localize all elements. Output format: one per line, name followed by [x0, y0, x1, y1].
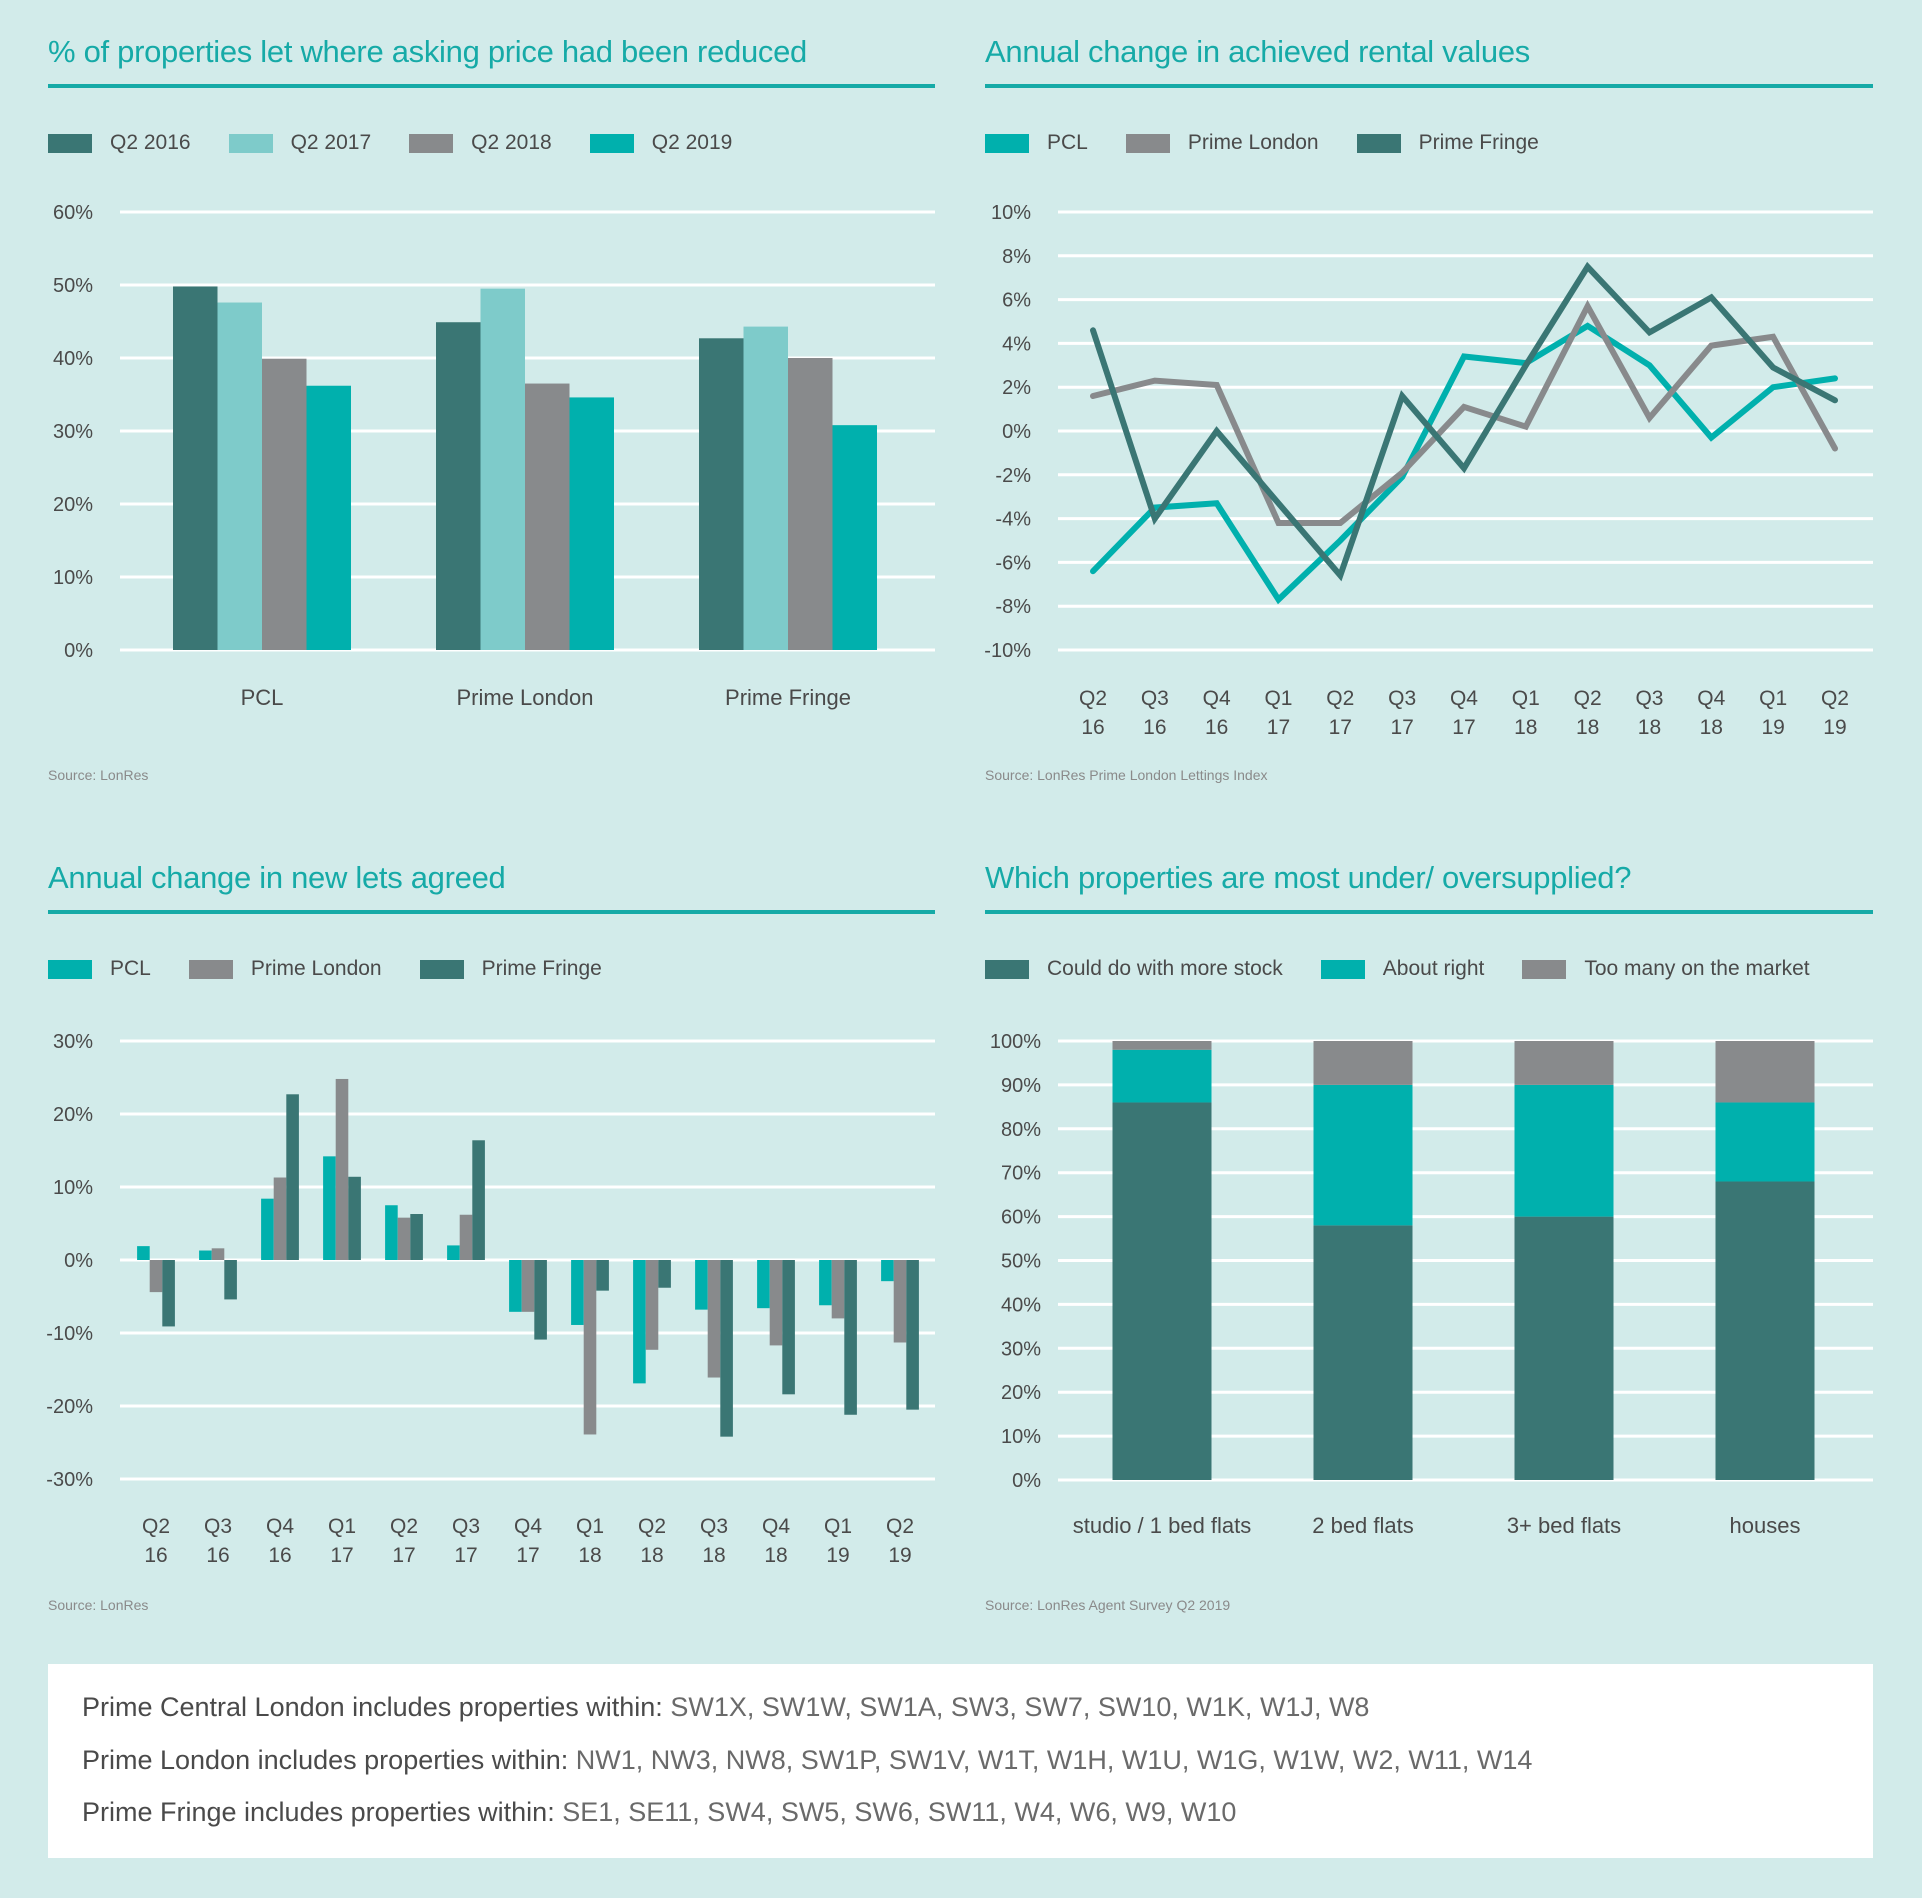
- source-note: Source: LonRes Agent Survey Q2 2019: [985, 1597, 1231, 1613]
- legend-label: PCL: [110, 957, 151, 980]
- legend-swatch: [1125, 133, 1170, 153]
- legend: PCL Prime London Prime Fringe: [985, 131, 1577, 155]
- legend-item: PCL: [48, 957, 151, 981]
- source-note: Source: LonRes Prime London Lettings Ind…: [985, 767, 1268, 783]
- footer-lead: Prime London includes properties within:: [82, 1745, 569, 1775]
- legend-label: Prime London: [250, 957, 382, 980]
- panel-supply: Which properties are most under/ oversup…: [985, 826, 1873, 1626]
- legend-label: Q2 2017: [290, 131, 372, 154]
- panel-price-reduced: % of properties let where asking price h…: [48, 0, 935, 800]
- footer-lead: Prime Central London includes properties…: [82, 1692, 663, 1722]
- chart-title: Annual change in achieved rental values: [985, 34, 1530, 69]
- footer-row-prime-fringe: Prime Fringe includes properties within:…: [82, 1797, 1236, 1828]
- source-note: Source: LonRes: [48, 1597, 149, 1613]
- chart-title: Which properties are most under/ oversup…: [985, 860, 1632, 895]
- legend-label: About right: [1382, 957, 1485, 980]
- title-underline: [985, 910, 1873, 914]
- legend-label: Could do with more stock: [1047, 957, 1283, 980]
- legend-swatch: [188, 959, 233, 979]
- legend-item: Q2 2017: [228, 131, 372, 155]
- legend-label: Too many on the market: [1584, 957, 1810, 980]
- panel-new-lets: Annual change in new lets agreed PCL Prim…: [48, 826, 935, 1626]
- legend: Q2 2016 Q2 2017 Q2 2018 Q2 2019: [48, 131, 770, 155]
- chart-title: Annual change in new lets agreed: [48, 860, 506, 895]
- footer-codes: SE1, SE11, SW4, SW5, SW6, SW11, W4, W6, …: [562, 1797, 1237, 1827]
- legend-item: Q2 2018: [409, 131, 552, 155]
- legend-label: Prime Fringe: [1418, 131, 1539, 154]
- legend-item: Q2 2016: [48, 131, 191, 155]
- footer-codes: SW1X, SW1W, SW1A, SW3, SW7, SW10, W1K, W…: [670, 1692, 1370, 1722]
- legend-item: Could do with more stock: [985, 957, 1283, 981]
- legend-swatch: [985, 133, 1029, 153]
- legend-label: PCL: [1047, 131, 1088, 154]
- legend-item: Prime London: [188, 957, 382, 981]
- legend-swatch: [1356, 133, 1401, 153]
- legend-swatch: [48, 133, 92, 153]
- title-underline: [985, 84, 1873, 88]
- legend-swatch: [985, 959, 1029, 979]
- title-underline: [48, 84, 935, 88]
- legend-swatch: [228, 133, 273, 153]
- legend-item: Q2 2019: [589, 131, 733, 155]
- legend-item: Prime Fringe: [419, 957, 602, 981]
- legend-label: Q2 2016: [110, 131, 191, 154]
- legend-swatch: [419, 959, 464, 979]
- legend: Could do with more stock About right Too m…: [985, 957, 1848, 981]
- source-note: Source: LonRes: [48, 767, 149, 783]
- footer-lead: Prime Fringe includes properties within:: [82, 1797, 555, 1827]
- title-underline: [48, 910, 935, 914]
- panel-rental-values: Annual change in achieved rental values …: [985, 0, 1873, 800]
- footer-row-pcl: Prime Central London includes properties…: [82, 1692, 1369, 1723]
- legend-label: Q2 2019: [651, 131, 733, 154]
- legend-swatch: [48, 959, 92, 979]
- legend: PCL Prime London Prime Fringe: [48, 957, 640, 981]
- footer-codes: NW1, NW3, NW8, SW1P, SW1V, W1T, W1H, W1U…: [575, 1745, 1533, 1775]
- legend-swatch: [1320, 959, 1365, 979]
- legend-item: Prime London: [1125, 131, 1319, 155]
- legend-label: Prime Fringe: [481, 957, 602, 980]
- legend-item: PCL: [985, 131, 1088, 155]
- legend-swatch: [1522, 959, 1567, 979]
- legend-item: About right: [1320, 957, 1485, 981]
- legend-label: Q2 2018: [471, 131, 552, 154]
- footer-definitions: Prime Central London includes properties…: [48, 1664, 1873, 1858]
- legend-swatch: [589, 133, 634, 153]
- legend-label: Prime London: [1187, 131, 1319, 154]
- footer-row-prime-london: Prime London includes properties within:…: [82, 1745, 1532, 1776]
- chart-title: % of properties let where asking price h…: [48, 34, 807, 69]
- legend-swatch: [409, 133, 454, 153]
- legend-item: Prime Fringe: [1356, 131, 1539, 155]
- legend-item: Too many on the market: [1522, 957, 1810, 981]
